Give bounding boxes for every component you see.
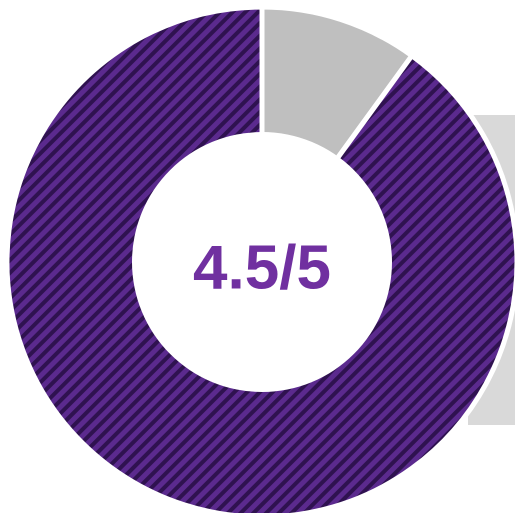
center-label: 4.5/5 — [193, 234, 331, 303]
donut-hole — [132, 132, 392, 392]
